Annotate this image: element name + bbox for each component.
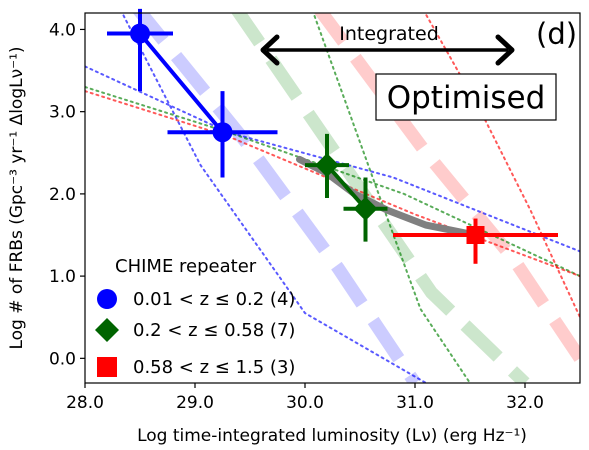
legend-diamond-marker	[95, 318, 119, 342]
y-tick-label: 2.0	[49, 185, 76, 205]
x-tick-label: 28.0	[66, 393, 104, 413]
dotted-line-1	[121, 13, 427, 383]
arrow-head-left	[260, 34, 280, 66]
arrow-label: Integrated	[339, 23, 439, 45]
data-points	[107, 8, 558, 264]
legend-label-low-z: 0.01 < z ≤ 0.2 (4)	[133, 289, 295, 310]
optimised-box	[375, 73, 557, 121]
legend-label-high-z: 0.58 < z ≤ 1.5 (3)	[133, 357, 295, 378]
dotted-line-3	[312, 13, 471, 383]
x-tick-label: 32.0	[506, 393, 544, 413]
legend-item-mid-z: 0.2 < z ≤ 0.58 (7)	[95, 318, 295, 342]
data-point-circle	[130, 23, 150, 44]
dashed-band-2	[313, 13, 580, 362]
optimised-label: Optimised	[387, 80, 546, 116]
x-axis-ticks: 28.0 29.0 30.0 31.0 32.0	[66, 383, 544, 413]
series-line-1	[325, 163, 367, 211]
x-axis-label: Log time-integrated luminosity (Lν) (erg…	[137, 426, 527, 446]
y-tick-label: 4.0	[49, 20, 76, 40]
series-line-0	[138, 32, 225, 134]
legend-label-mid-z: 0.2 < z ≤ 0.58 (7)	[133, 320, 295, 341]
y-axis-label: Log # of FRBs (Gpc⁻³ yr⁻¹ ΔlogLν⁻¹)	[7, 46, 27, 349]
y-axis-ticks: 0.0 1.0 2.0 3.0 4.0	[49, 20, 85, 369]
panel-label: (d)	[536, 17, 577, 51]
legend-circle-marker	[97, 289, 117, 309]
legend-item-low-z: 0.01 < z ≤ 0.2 (4)	[97, 289, 295, 310]
y-tick-label: 0.0	[49, 349, 76, 369]
y-tick-label: 1.0	[49, 267, 76, 287]
dotted-line-0	[85, 65, 580, 253]
dashed-band-0	[132, 13, 421, 383]
y-tick-label: 3.0	[49, 103, 76, 123]
integrated-arrow	[260, 34, 515, 66]
data-point-circle	[212, 122, 233, 143]
x-tick-label: 30.0	[286, 393, 324, 413]
legend-title: CHIME repeater	[115, 256, 257, 277]
x-tick-label: 29.0	[176, 393, 214, 413]
dotted-line-5	[423, 13, 580, 319]
plot-frame	[84, 12, 581, 384]
dashed-bands	[132, 13, 580, 383]
dashed-band-1	[231, 13, 530, 383]
data-point-diamond	[315, 153, 339, 178]
arrow-head-right	[495, 34, 515, 66]
data-point-square	[466, 226, 485, 244]
data-point-diamond	[353, 196, 378, 221]
legend-square-marker	[97, 357, 117, 377]
legend-item-high-z: 0.58 < z ≤ 1.5 (3)	[97, 357, 295, 378]
x-tick-label: 31.0	[396, 393, 434, 413]
dotted-line-4	[85, 90, 580, 278]
